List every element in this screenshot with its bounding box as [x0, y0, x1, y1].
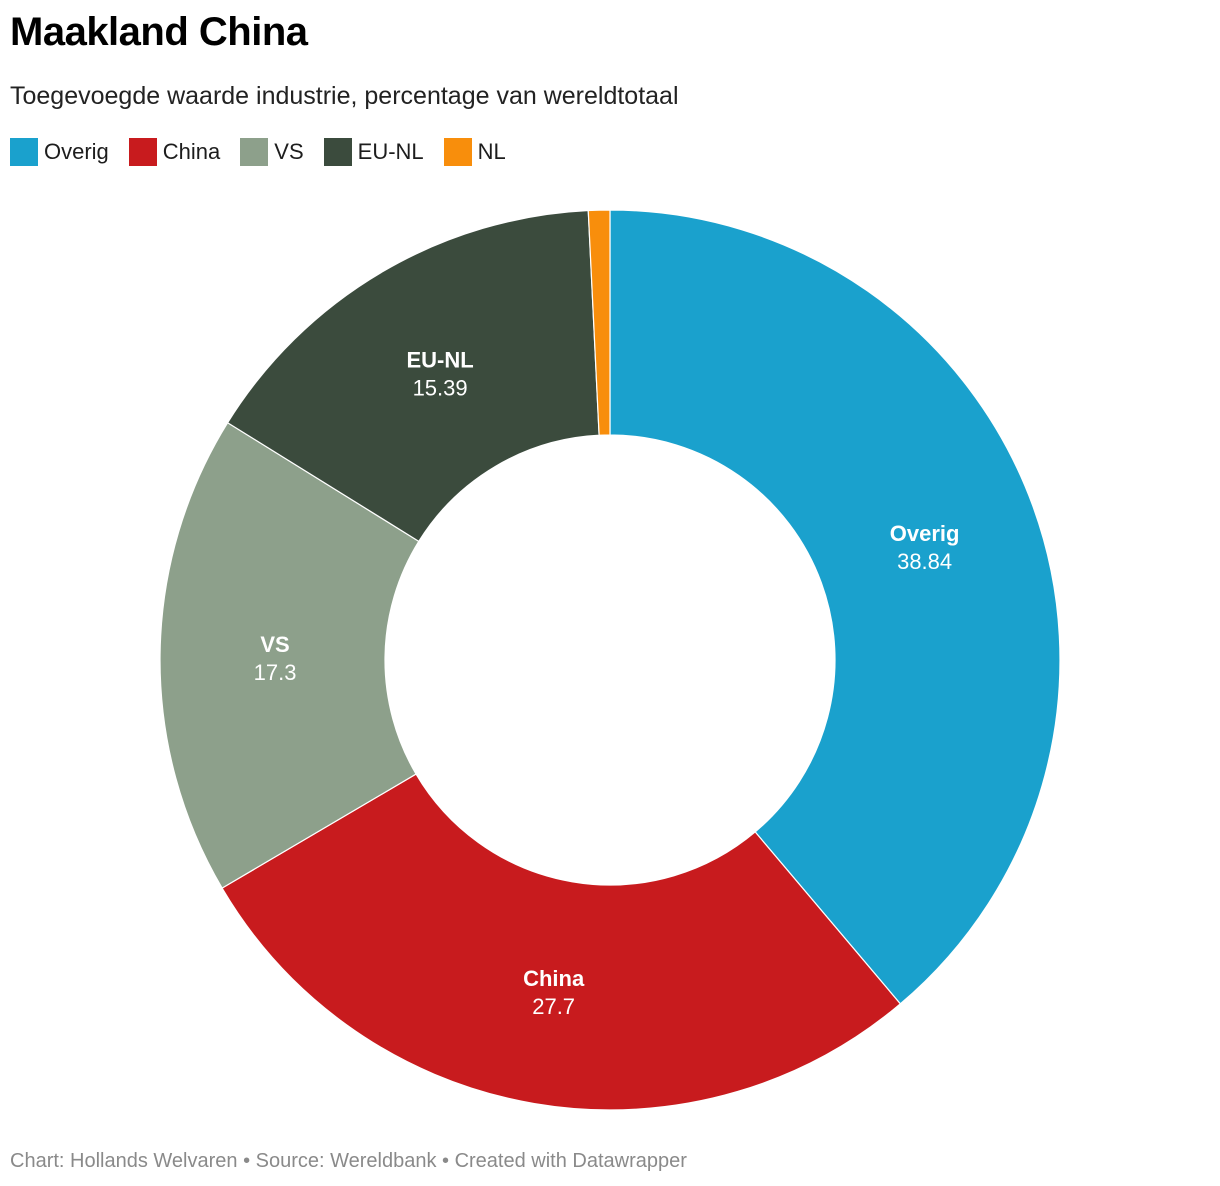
slice-nl [587, 209, 611, 436]
legend-swatch-nl [443, 138, 472, 166]
legend-label-overig: Overig [44, 139, 109, 164]
chart-footer: Chart: Hollands Welvaren • Source: Werel… [10, 1150, 687, 1172]
slice-label-eu-nl: EU-NL [406, 347, 473, 372]
legend-item-nl: NL [443, 138, 506, 166]
legend-label-eu-nl: EU-NL [357, 139, 424, 164]
legend-label-vs: VS [274, 139, 304, 164]
chart-title: Maakland China [10, 10, 308, 54]
legend-swatch-overig [10, 138, 38, 166]
slice-value-china: 27.7 [532, 994, 575, 1019]
slice-label-china: China [523, 966, 585, 991]
slice-value-vs: 17.3 [254, 660, 297, 685]
legend-label-nl: NL [477, 139, 506, 164]
slice-label-vs: VS [260, 632, 289, 657]
legend-label-china: China [162, 139, 221, 164]
chart-subtitle: Toegevoegde waarde industrie, percentage… [10, 82, 679, 110]
legend-item-eu-nl: EU-NL [323, 138, 424, 166]
slice-overig [609, 209, 1061, 1005]
legend-item-vs: VS [240, 138, 304, 166]
slice-china [221, 773, 902, 1111]
legend: Overig China VS EU-NL NL [10, 138, 526, 166]
legend-swatch-eu-nl [323, 138, 352, 166]
slice-vs [159, 421, 420, 889]
slice-eu-nl [226, 209, 600, 543]
slice-label-overig: Overig [890, 521, 960, 546]
legend-swatch-vs [240, 138, 269, 166]
legend-item-overig: Overig [10, 138, 109, 166]
legend-item-china: China [128, 138, 221, 166]
legend-swatch-china [128, 138, 157, 166]
slice-value-overig: 38.84 [897, 549, 952, 574]
slice-value-eu-nl: 15.39 [413, 375, 468, 400]
